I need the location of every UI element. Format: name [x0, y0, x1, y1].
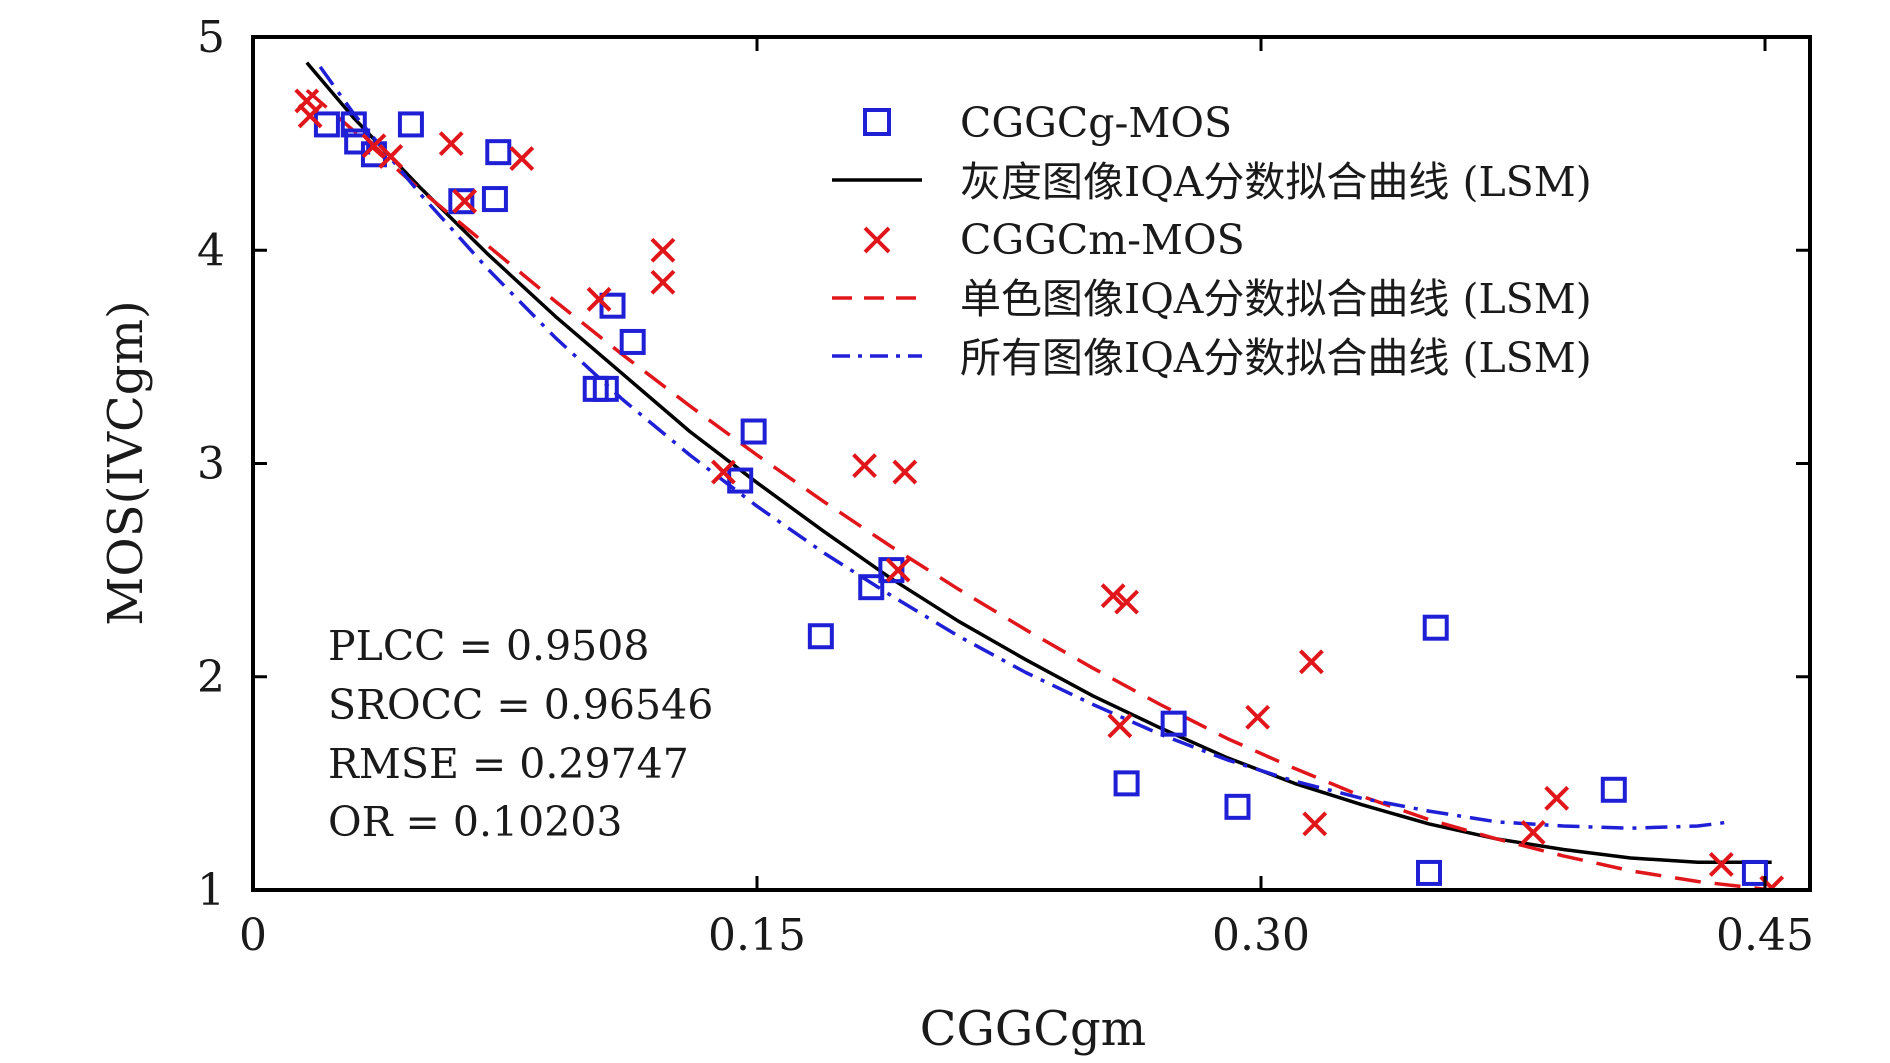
stat-or: OR = 0.10203 [328, 798, 622, 846]
point-x [1544, 785, 1570, 811]
point-x [852, 453, 877, 479]
y-tick-label: 2 [197, 652, 225, 703]
point-x [297, 103, 323, 129]
y-tick-label: 3 [197, 439, 225, 490]
y-tick-label: 5 [197, 12, 225, 63]
legend-item-all-fit: 所有图像IQA分数拟合曲线 (LSM) [832, 334, 1592, 382]
point-x [650, 237, 676, 263]
point-x [1298, 649, 1324, 675]
point-square [340, 111, 367, 138]
legend-item-gray-fit: 灰度图像IQA分数拟合曲线 (LSM) [832, 158, 1592, 206]
legend: CGGCg-MOS 灰度图像IQA分数拟合曲线 (LSM) CGGCm-MOS … [832, 99, 1592, 382]
legend-item-cggcm: CGGCm-MOS [863, 216, 1245, 264]
point-square [481, 186, 508, 213]
point-x [438, 131, 464, 157]
point-x [509, 146, 535, 171]
ticks-layer: 0 0.15 0.30 0.45 1 2 3 4 5 [197, 12, 1814, 961]
point-square [397, 111, 424, 138]
point-square [1224, 793, 1251, 820]
point-square [878, 557, 905, 584]
fit-line-4 [318, 65, 1732, 830]
legend-item-cggcg: CGGCg-MOS [863, 99, 1232, 147]
point-square [1600, 776, 1627, 803]
legend-label-gray-fit: 灰度图像IQA分数拟合曲线 (LSM) [960, 158, 1592, 206]
legend-item-mono-fit: 单色图像IQA分数拟合曲线 (LSM) [832, 275, 1592, 323]
fit-line-3 [305, 88, 1772, 890]
point-x [710, 459, 736, 485]
point-x [452, 188, 478, 214]
point-square [619, 328, 646, 355]
x-tick-label: 0 [239, 910, 267, 961]
point-x [1302, 811, 1328, 837]
point-x [1114, 589, 1140, 615]
y-tick-label: 1 [197, 865, 225, 916]
point-square [485, 139, 512, 166]
x-tick-label: 0.30 [1212, 910, 1310, 961]
point-square [448, 188, 475, 215]
point-x [650, 269, 676, 295]
point-x [885, 557, 911, 583]
stat-srocc: SROCC = 0.96546 [328, 681, 713, 729]
x-tick-label: 0.45 [1716, 910, 1814, 961]
legend-label-cggcg: CGGCg-MOS [960, 99, 1232, 147]
point-square [858, 574, 885, 601]
legend-label-cggcm: CGGCm-MOS [960, 216, 1245, 264]
point-x [1100, 583, 1126, 609]
point-x [892, 459, 918, 485]
legend-label-all-fit: 所有图像IQA分数拟合曲线 (LSM) [960, 334, 1592, 382]
x-tick-label: 0.15 [708, 910, 806, 961]
point-x [294, 88, 320, 114]
y-tick-label: 4 [197, 225, 225, 276]
legend-label-mono-fit: 单色图像IQA分数拟合曲线 (LSM) [960, 275, 1592, 323]
point-square [1422, 614, 1449, 641]
point-x [1107, 713, 1133, 739]
stat-plcc: PLCC = 0.9508 [328, 622, 649, 670]
stats-annotation: PLCC = 0.9508 SROCC = 0.96546 RMSE = 0.2… [328, 622, 713, 846]
y-axis-label: MOS(IVCgm) [98, 300, 154, 625]
legend-x-marker [863, 226, 891, 254]
legend-square-marker [863, 108, 891, 136]
point-x [586, 286, 612, 312]
point-square [1113, 770, 1140, 797]
series-layer [294, 61, 1785, 890]
point-square [1741, 859, 1768, 886]
point-square [1416, 859, 1442, 886]
point-square [599, 292, 626, 319]
stat-rmse: RMSE = 0.29747 [328, 740, 689, 788]
point-square [740, 418, 767, 445]
fit-line-1 [305, 61, 1772, 865]
point-x [1245, 704, 1271, 730]
point-x [1708, 851, 1734, 877]
point-x [378, 144, 404, 169]
point-x [1520, 820, 1546, 845]
point-x [361, 133, 387, 159]
point-square [592, 375, 619, 402]
point-square [807, 623, 834, 650]
x-axis-label: CGGCgm [920, 1001, 1146, 1057]
point-square [1160, 710, 1187, 737]
